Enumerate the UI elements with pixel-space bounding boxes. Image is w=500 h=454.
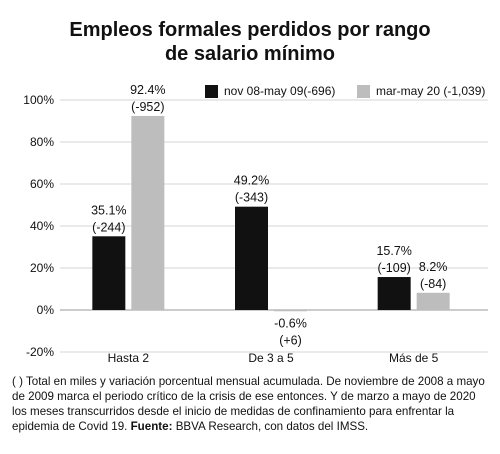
- data-label-count: (-84): [420, 277, 446, 291]
- legend-entry-series-1: nov 08-may 09(-696): [205, 84, 335, 98]
- y-tick-label: 80%: [30, 135, 54, 149]
- chart-title-line-2: de salario mínimo: [164, 43, 336, 65]
- y-tick-label: 40%: [30, 219, 54, 233]
- data-label-count: (-343): [235, 191, 268, 205]
- data-label-percent: 49.2%: [234, 174, 269, 188]
- bar: [92, 236, 126, 310]
- legend-label-series-2: mar-may 20 (-1,039): [376, 84, 486, 98]
- data-label-count: (-109): [377, 261, 410, 275]
- data-label-percent: 8.2%: [419, 260, 448, 274]
- y-tick-label: 60%: [30, 177, 54, 191]
- legend-swatch-series-2: [357, 84, 370, 98]
- x-tick-label: De 3 a 5: [248, 351, 294, 365]
- chart-title: Empleos formales perdidos por rango de s…: [0, 18, 500, 66]
- y-tick-label: -20%: [26, 345, 54, 359]
- data-label-percent: 35.1%: [91, 203, 126, 217]
- x-tick-label: Más de 5: [389, 351, 439, 365]
- footnote: ( ) Total en miles y variación porcentua…: [12, 374, 492, 434]
- y-tick-label: 20%: [30, 261, 54, 275]
- legend-swatch-series-1: [205, 84, 218, 98]
- chart-title-line-1: Empleos formales perdidos por rango: [69, 19, 431, 41]
- bar: [131, 115, 165, 311]
- bar: [274, 310, 307, 312]
- footnote-text: ( ) Total en miles y variación porcentua…: [12, 375, 485, 433]
- footnote-source-label: Fuente:: [130, 420, 173, 433]
- data-label-percent: 15.7%: [376, 244, 411, 258]
- data-label-percent: -0.6%: [274, 316, 307, 330]
- y-tick-label: 100%: [23, 93, 54, 107]
- data-label-percent: 92.4%: [130, 83, 165, 97]
- data-label-count: (-244): [92, 220, 125, 234]
- data-label-count: (-952): [131, 100, 164, 114]
- bar: [416, 292, 450, 310]
- bar: [377, 277, 411, 310]
- data-label-count: (+6): [279, 333, 302, 347]
- legend-label-series-1: nov 08-may 09(-696): [224, 84, 336, 98]
- x-tick-label: Hasta 2: [108, 351, 150, 365]
- bar: [235, 206, 268, 310]
- legend-entry-series-2: mar-may 20 (-1,039): [357, 84, 485, 98]
- footnote-source-text: BBVA Research, con datos del IMSS.: [172, 420, 369, 433]
- y-tick-label: 0%: [37, 303, 55, 317]
